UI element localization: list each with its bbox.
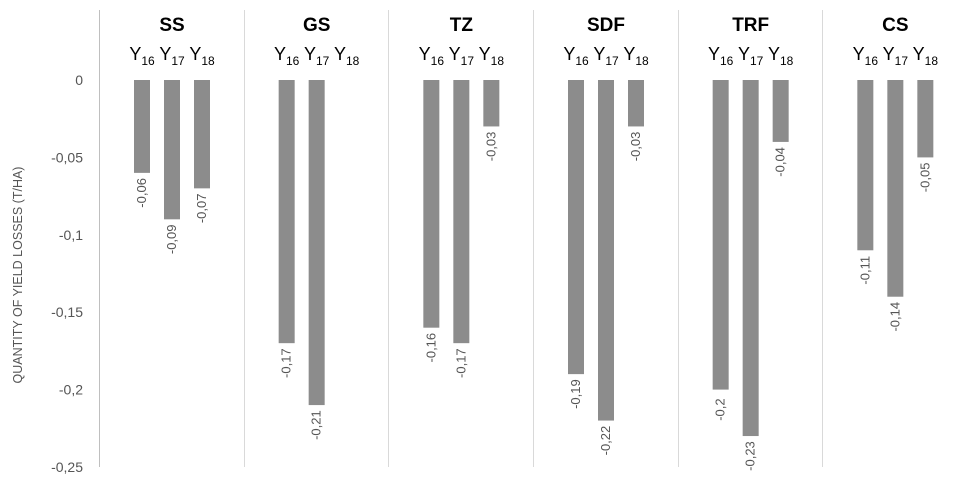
bar-group-trf: TRF Y16 -0,2 Y17 -0,23 Y18 -0,04 <box>708 15 794 471</box>
year-label: Y18 <box>768 44 794 68</box>
data-label: -0,03 <box>483 132 498 162</box>
bar <box>278 80 295 344</box>
y-tick-label: -0,05 <box>51 149 83 165</box>
data-label: -0,09 <box>164 224 179 254</box>
year-label: Y16 <box>708 44 734 68</box>
y-tick-label: -0,1 <box>59 227 83 243</box>
year-label: Y17 <box>159 44 185 68</box>
bar <box>423 80 440 328</box>
bar <box>742 80 759 437</box>
data-label: -0,07 <box>194 194 209 224</box>
bar <box>134 80 150 173</box>
data-label: -0,21 <box>309 410 324 440</box>
data-label: -0,03 <box>628 132 643 162</box>
group-title: GS <box>303 15 330 36</box>
group-title: CS <box>882 15 908 36</box>
group-title: SS <box>159 15 184 36</box>
y-tick-label: -0,15 <box>51 304 83 320</box>
group-title: TZ <box>450 15 474 36</box>
year-label: Y17 <box>883 44 909 68</box>
y-tick-label: -0,2 <box>59 382 83 398</box>
data-label: -0,11 <box>857 256 872 285</box>
bar-group-sdf: SDF Y16 -0,19 Y17 -0,22 Y18 -0,03 <box>563 15 649 455</box>
bar <box>772 80 789 142</box>
data-label: -0,06 <box>134 178 149 208</box>
group-title: TRF <box>732 15 769 36</box>
bar <box>887 80 904 297</box>
data-label: -0,14 <box>887 302 902 332</box>
data-label: -0,05 <box>917 163 932 193</box>
bar <box>917 80 934 158</box>
bar <box>308 80 325 406</box>
bar <box>568 80 584 375</box>
year-label: Y17 <box>738 44 764 68</box>
group-separators <box>99 10 823 467</box>
y-axis-title: QUANTITY OF YIELD LOSSES (T/HA) <box>11 167 25 384</box>
data-label: -0,17 <box>279 348 294 378</box>
year-label: Y16 <box>419 44 445 68</box>
year-label: Y16 <box>129 44 155 68</box>
data-label: -0,17 <box>453 348 468 378</box>
bar <box>857 80 874 251</box>
year-label: Y18 <box>334 44 360 68</box>
year-label: Y18 <box>189 44 215 68</box>
bar <box>164 80 180 220</box>
year-label: Y18 <box>913 44 939 68</box>
data-label: -0,23 <box>743 441 758 471</box>
year-label: Y17 <box>449 44 475 68</box>
data-label: -0,2 <box>713 398 728 420</box>
bar <box>194 80 210 189</box>
y-tick-label: -0,25 <box>51 459 83 475</box>
data-label: -0,22 <box>598 426 613 456</box>
year-label: Y18 <box>479 44 505 68</box>
y-tick-label: 0 <box>75 72 83 88</box>
bar <box>628 80 644 127</box>
year-label: Y16 <box>274 44 300 68</box>
bar-groups: SSY16-0,06Y17-0,09Y18-0,07GSY16-0,17Y17-… <box>129 15 938 471</box>
bar <box>712 80 729 390</box>
year-label: Y16 <box>563 44 589 68</box>
data-label: -0,04 <box>773 147 788 177</box>
year-label: Y17 <box>593 44 619 68</box>
bar <box>483 80 500 127</box>
data-label: -0,19 <box>568 379 583 409</box>
bar <box>453 80 470 344</box>
year-label: Y16 <box>853 44 879 68</box>
data-label: -0,16 <box>423 333 438 363</box>
y-axis-ticks: 0 -0,05 -0,1 -0,15 -0,2 -0,25 <box>51 72 83 475</box>
group-title: SDF <box>587 15 625 36</box>
bar <box>598 80 614 421</box>
year-label: Y18 <box>623 44 649 68</box>
year-label: Y17 <box>304 44 330 68</box>
